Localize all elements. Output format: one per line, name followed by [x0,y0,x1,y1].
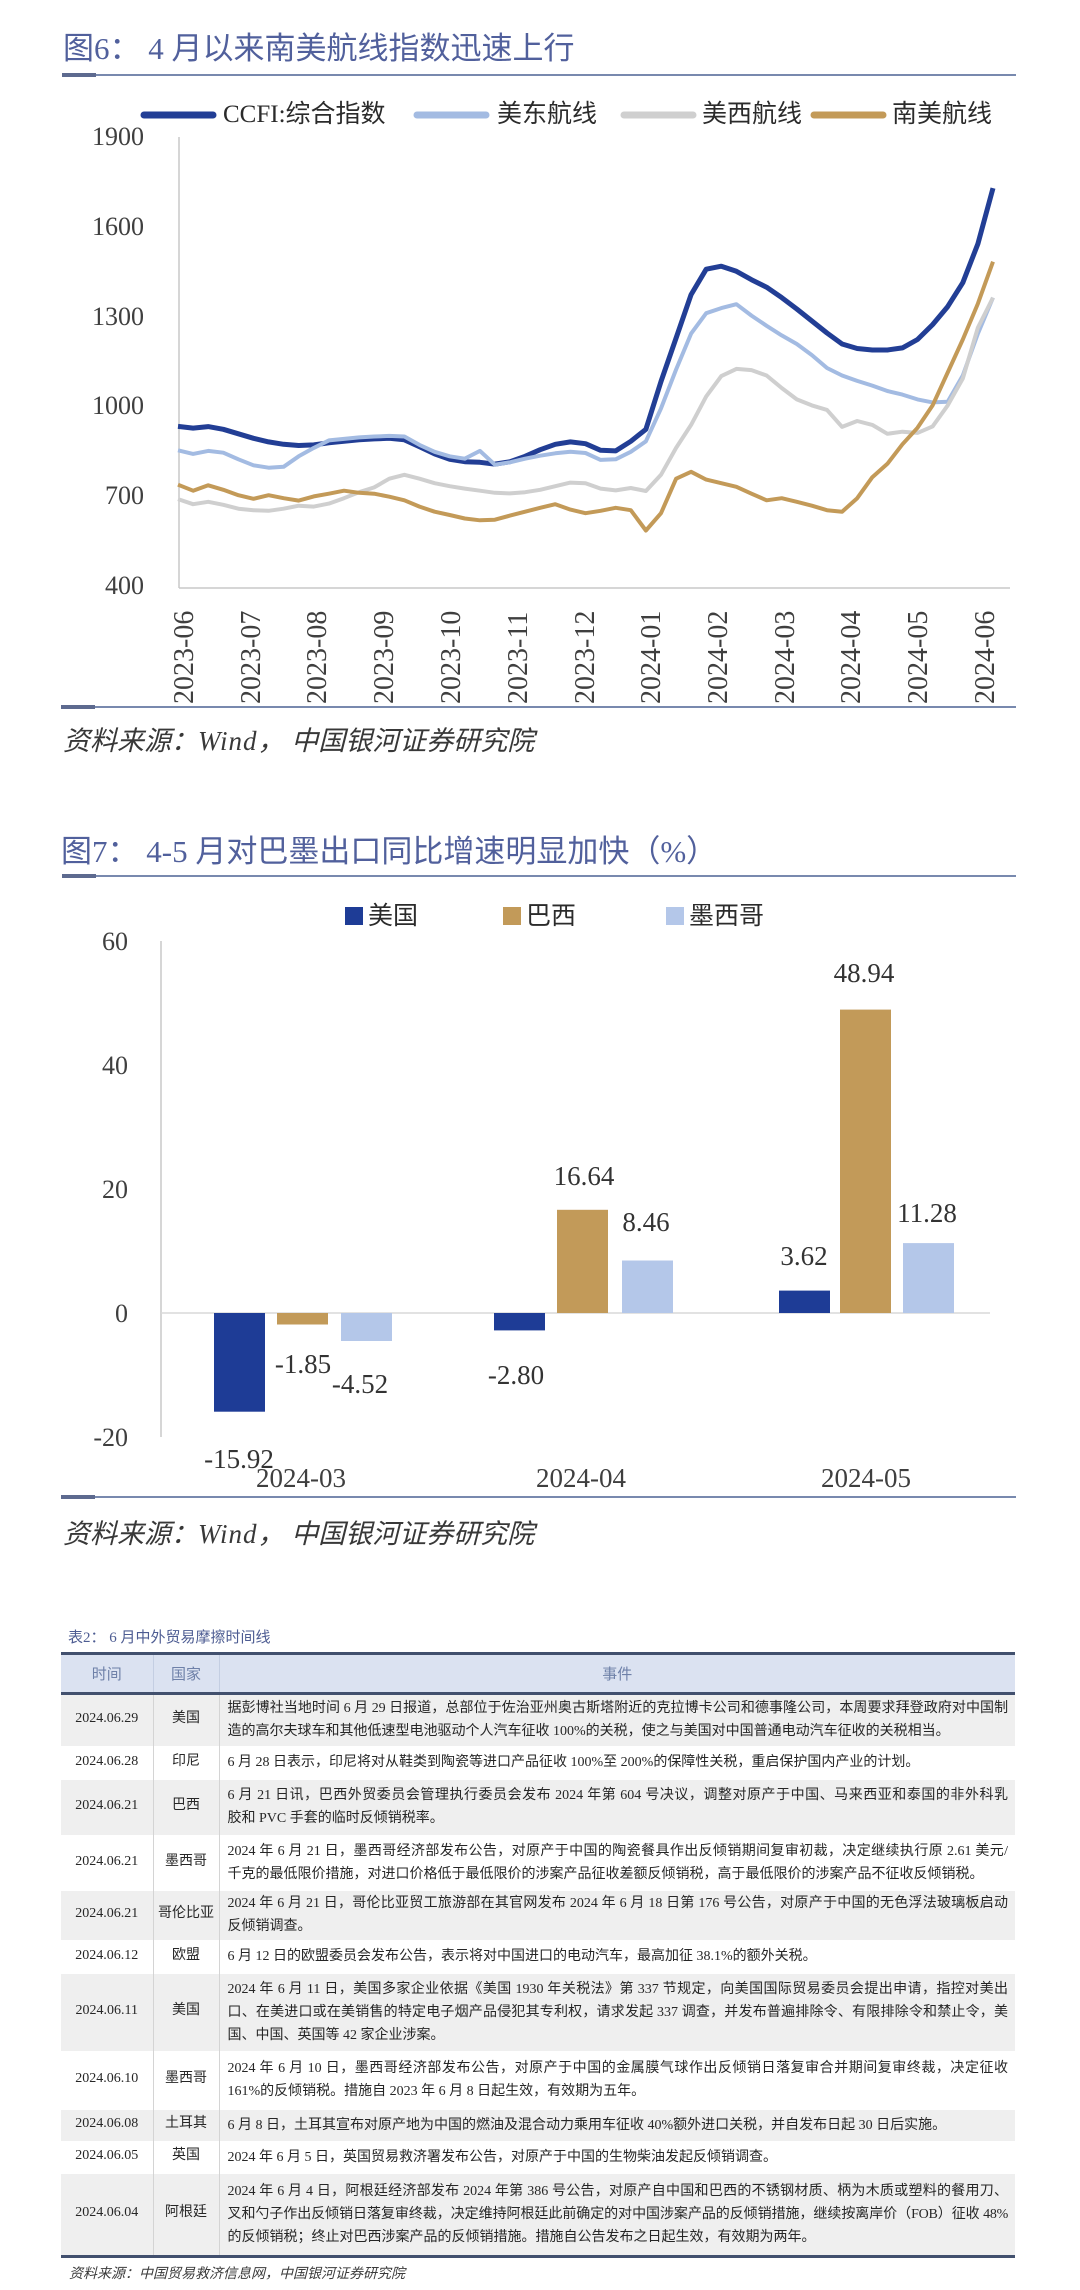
svg-text:48.94: 48.94 [834,958,895,988]
svg-text:700: 700 [105,481,144,510]
svg-text:60: 60 [102,927,128,956]
svg-text:2023-08: 2023-08 [302,611,333,704]
svg-text:2023-09: 2023-09 [369,611,400,704]
svg-text:巴西: 巴西 [526,903,576,930]
svg-text:2024-04: 2024-04 [536,1463,626,1493]
svg-text:400: 400 [105,571,144,600]
svg-text:-2.80: -2.80 [488,1360,544,1390]
svg-text:2023-11: 2023-11 [503,612,534,704]
svg-text:1600: 1600 [92,212,144,241]
svg-text:1300: 1300 [92,302,144,331]
svg-text:2024-05: 2024-05 [903,611,934,704]
svg-text:-20: -20 [93,1423,128,1452]
svg-text:8.46: 8.46 [622,1207,669,1237]
svg-text:南美航线: 南美航线 [892,100,992,128]
svg-text:11.28: 11.28 [897,1198,957,1228]
svg-text:美东航线: 美东航线 [497,100,597,128]
svg-text:2023-10: 2023-10 [436,611,467,704]
svg-text:CCFI:综合指数: CCFI:综合指数 [223,100,386,128]
svg-text:20: 20 [102,1175,128,1204]
svg-text:2024-03: 2024-03 [770,611,801,704]
svg-text:0: 0 [115,1299,128,1328]
svg-text:2023-12: 2023-12 [570,611,601,704]
svg-text:美国: 美国 [368,902,418,930]
svg-text:2024-06: 2024-06 [970,611,1001,704]
svg-text:-1.85: -1.85 [275,1349,331,1379]
svg-text:2024-04: 2024-04 [836,611,867,704]
svg-text:墨西哥: 墨西哥 [689,903,764,930]
svg-text:2024-02: 2024-02 [703,611,734,704]
svg-text:3.62: 3.62 [780,1241,827,1271]
svg-text:2024-03: 2024-03 [256,1463,346,1493]
svg-text:-4.52: -4.52 [332,1369,388,1399]
svg-text:美西航线: 美西航线 [702,100,802,128]
svg-text:2023-07: 2023-07 [236,611,267,704]
svg-text:16.64: 16.64 [554,1161,615,1191]
svg-text:-15.92: -15.92 [204,1444,274,1474]
svg-text:2023-06: 2023-06 [169,611,200,704]
svg-text:2024-05: 2024-05 [821,1463,911,1493]
svg-text:40: 40 [102,1051,128,1080]
svg-text:1900: 1900 [92,122,144,151]
svg-text:2024-01: 2024-01 [636,611,667,704]
svg-text:1000: 1000 [92,391,144,420]
